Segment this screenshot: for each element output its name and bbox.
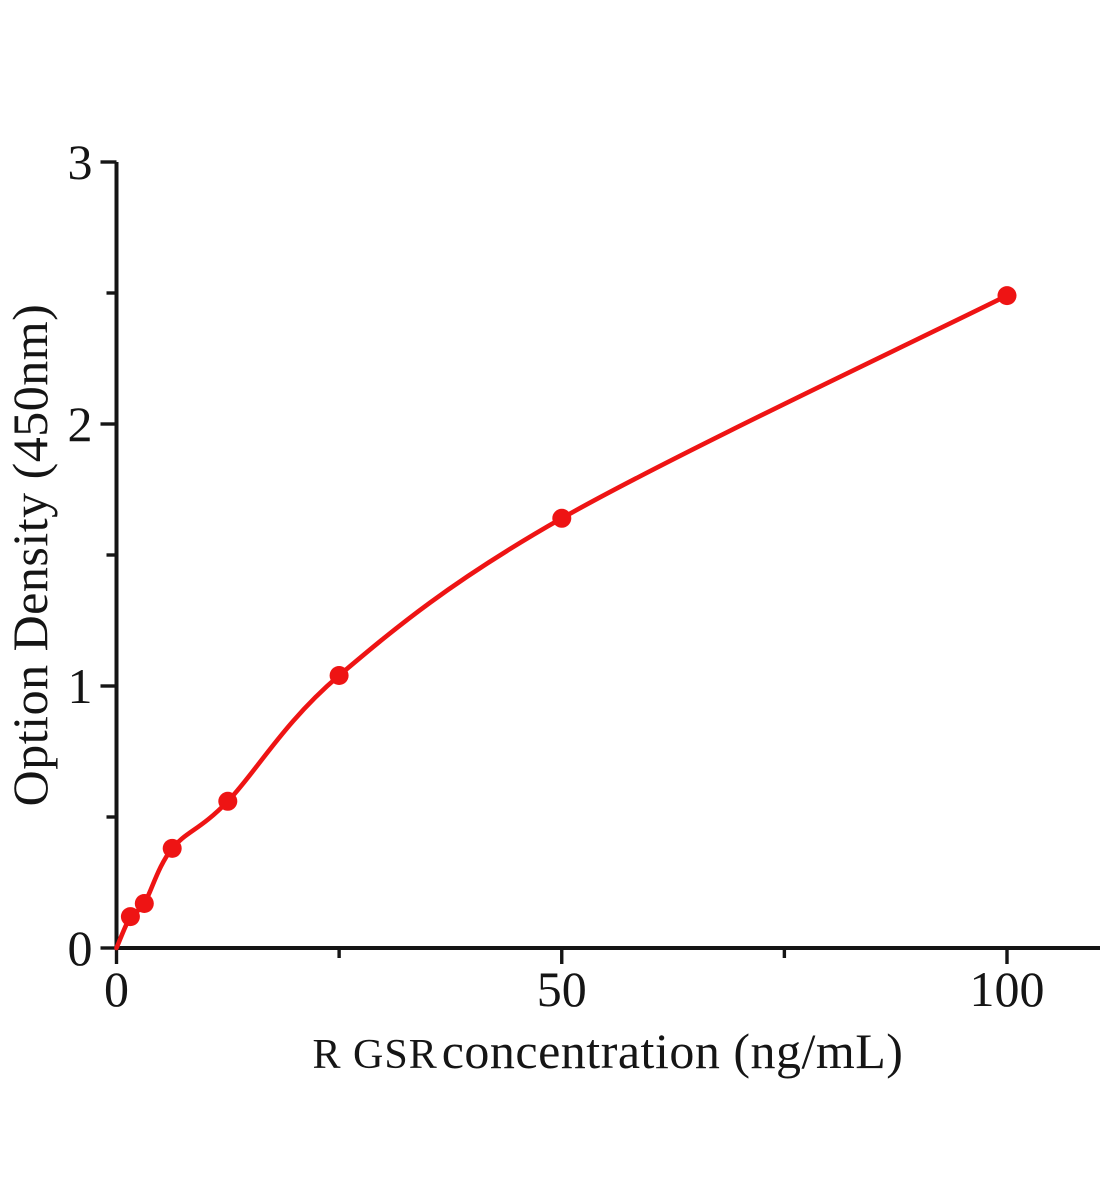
- x-tick-label: 50: [537, 961, 587, 1017]
- y-axis-title: Option Density (450nm): [2, 303, 58, 807]
- x-axis-title-units: concentration (ng/mL): [441, 1023, 904, 1079]
- y-tick-label: 0: [68, 920, 93, 976]
- x-tick-label: 0: [104, 961, 129, 1017]
- data-point-marker: [218, 791, 238, 811]
- y-tick-label: 2: [68, 396, 93, 452]
- data-point-marker: [552, 508, 572, 528]
- data-point-marker: [120, 907, 140, 927]
- data-point-marker: [329, 666, 349, 685]
- data-point-marker: [997, 286, 1017, 306]
- y-tick-label: 1: [68, 658, 93, 714]
- y-tick-label: 3: [68, 134, 93, 190]
- x-axis-title-prefix: R GSR: [312, 1032, 438, 1078]
- x-axis-title: R GSR concentration (ng/mL): [116, 1022, 1100, 1080]
- data-point-marker: [134, 894, 154, 913]
- x-tick-label: 100: [970, 961, 1045, 1017]
- standard-curve-line: [114, 293, 1010, 951]
- data-point-marker: [162, 838, 182, 858]
